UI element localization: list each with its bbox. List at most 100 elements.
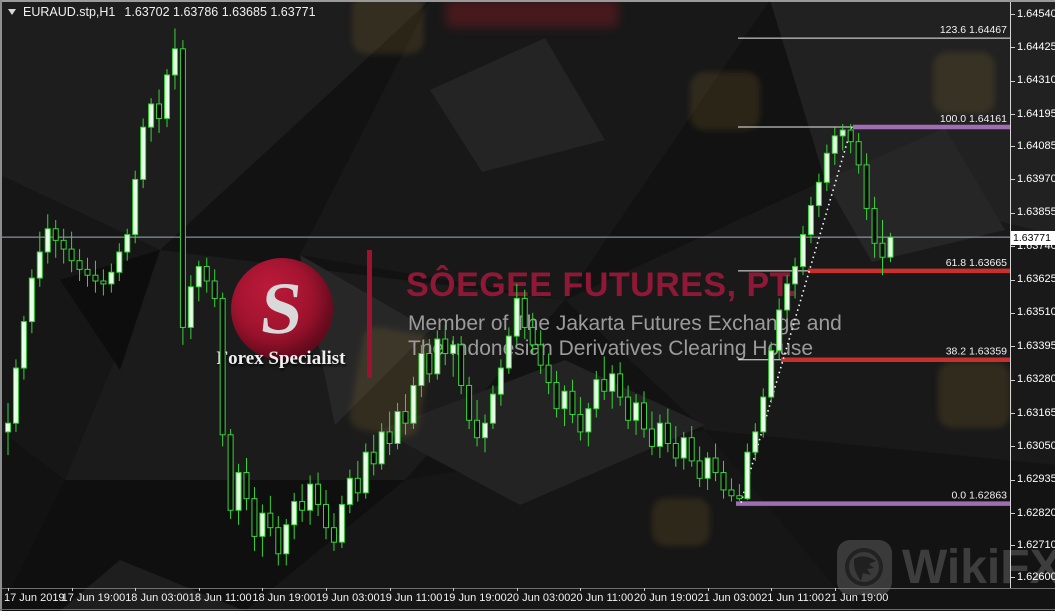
candle-body <box>219 297 226 436</box>
candle-body <box>434 338 441 375</box>
fib-label-38.2: 38.2 1.63359 <box>946 346 1007 358</box>
price-axis-label: 1.62710 <box>1017 538 1055 551</box>
candle-body <box>656 422 663 447</box>
price-tick <box>1011 14 1015 15</box>
price-axis-label: 1.63280 <box>1017 373 1055 386</box>
candle-body <box>92 274 99 282</box>
price-axis-label: 1.63855 <box>1017 206 1055 219</box>
candle-body <box>577 413 584 433</box>
candle-body <box>625 396 632 421</box>
background-watermark-red-text <box>446 0 618 27</box>
candle-body <box>482 422 488 439</box>
time-tick <box>8 588 9 591</box>
candle-body <box>402 411 409 424</box>
candle-body <box>489 393 496 424</box>
time-axis-line <box>0 588 1055 589</box>
fib-label-123.6: 123.6 1.64467 <box>940 24 1007 36</box>
background-watermark-gold-logo <box>938 362 1010 428</box>
candle-body <box>251 498 258 537</box>
candle-body <box>664 422 671 445</box>
candle-body <box>553 382 560 410</box>
price-tick <box>1011 545 1015 547</box>
candle-body <box>203 265 210 282</box>
price-tick <box>1011 379 1015 381</box>
candle-body <box>569 390 576 415</box>
candle-body <box>124 234 131 253</box>
time-tick <box>834 588 836 591</box>
price-axis-label: 1.62600 <box>1017 570 1055 583</box>
price-tick <box>1011 47 1015 49</box>
window-border-top <box>0 0 1055 2</box>
candle-body <box>497 367 504 395</box>
candle-body <box>394 411 401 445</box>
watermark-logo-caption: Forex Specialist <box>216 348 346 369</box>
candle-body <box>148 103 155 128</box>
candle-body <box>744 451 751 500</box>
candle-body <box>529 326 536 346</box>
candle-body <box>807 205 814 236</box>
time-tick <box>644 588 645 591</box>
candle-body <box>593 379 600 410</box>
candle-body <box>672 443 679 459</box>
price-axis-label: 1.64540 <box>1017 7 1055 20</box>
candle-body <box>736 495 743 500</box>
price-tick <box>1011 179 1015 181</box>
price-axis-label: 1.64195 <box>1017 107 1055 120</box>
candle-body <box>513 297 520 337</box>
time-tick <box>326 588 327 591</box>
candle-body <box>52 228 59 241</box>
fib-label-0.0: 0.0 1.62863 <box>952 490 1008 502</box>
eagle-icon <box>837 540 892 595</box>
candle-body <box>680 437 687 459</box>
candle-body <box>466 384 473 421</box>
triangle-down-icon[interactable] <box>8 9 16 15</box>
price-tick <box>1011 146 1015 148</box>
candle-body <box>267 512 274 529</box>
candle-body <box>474 419 481 439</box>
candle-body <box>879 242 886 258</box>
candle-body <box>5 422 11 433</box>
candle-body <box>521 297 528 328</box>
candle-body <box>712 457 719 474</box>
candle-body <box>505 335 512 369</box>
candle-body <box>259 512 266 537</box>
time-axis-label: 21 Jun 03:00 <box>697 592 762 604</box>
price-axis-label: 1.64425 <box>1017 40 1055 53</box>
candle-body <box>792 265 799 285</box>
time-axis-label: 18 Jun 11:00 <box>188 592 252 604</box>
candle-body <box>132 178 139 236</box>
wikifx-brand: WikiFX <box>836 539 1055 596</box>
ohlc-quote-label: 1.63702 1.63786 1.63685 1.63771 <box>124 5 316 19</box>
candle-body <box>315 483 322 505</box>
price-axis-label: 1.64085 <box>1017 139 1055 152</box>
candle-body <box>28 277 35 323</box>
time-axis-label: 18 Jun 19:00 <box>252 592 317 604</box>
candle-body <box>211 280 218 299</box>
candle-body <box>450 344 457 355</box>
candle-body <box>823 152 830 183</box>
candle-body <box>164 74 170 119</box>
price-axis-label: 1.63050 <box>1017 439 1055 452</box>
candle-body <box>704 457 711 479</box>
price-axis-label: 1.63510 <box>1017 306 1055 319</box>
candle-body <box>76 260 83 270</box>
time-tick <box>135 588 137 591</box>
candle-body <box>768 350 775 398</box>
candle-body <box>362 451 369 494</box>
candle-body <box>68 248 75 262</box>
price-tick <box>1011 479 1015 481</box>
candle-body <box>299 501 306 511</box>
time-axis-label: 19 Jun 19:00 <box>443 592 507 604</box>
time-tick <box>580 588 582 591</box>
price-tick <box>1011 513 1015 515</box>
time-axis-label: 18 Jun 03:00 <box>125 592 189 604</box>
candle-body <box>378 431 385 465</box>
price-tick <box>1011 446 1015 448</box>
price-axis-label: 1.63625 <box>1017 273 1055 286</box>
candle-body <box>831 135 838 154</box>
candle-body <box>648 428 655 447</box>
candle-body <box>12 367 19 424</box>
candle-body <box>800 234 806 267</box>
candle-body <box>839 129 846 137</box>
